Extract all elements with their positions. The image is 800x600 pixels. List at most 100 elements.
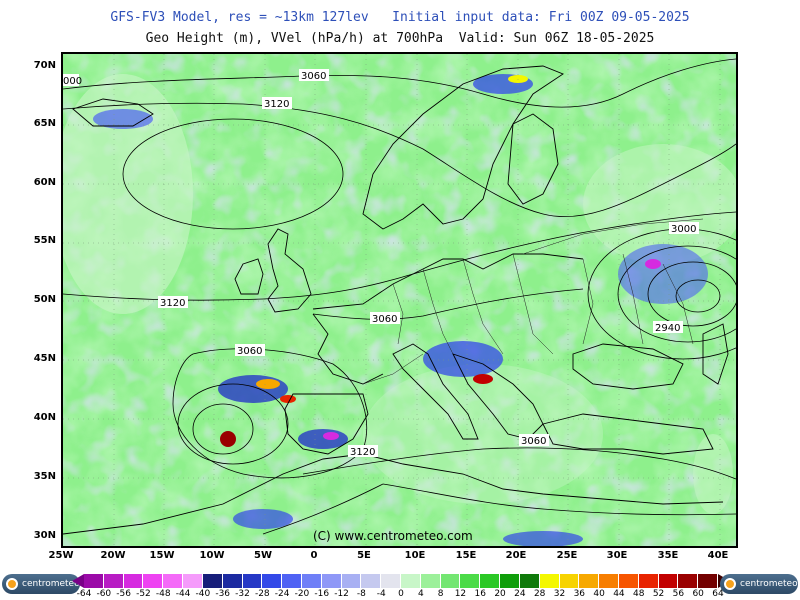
colorbar-label: -32 (235, 589, 250, 599)
colorbar-swatch (282, 574, 302, 588)
contour-label: 3120 (160, 298, 185, 309)
border (362, 353, 424, 385)
field-region (63, 74, 193, 314)
hotspot (93, 109, 153, 129)
contour-label: 3060 (372, 314, 397, 325)
lat-label: 35N (33, 471, 56, 482)
colorbar-swatch (440, 574, 461, 588)
map-svg: 3060 3120 3000 3120 3060 2940 3060 3060 … (63, 54, 736, 546)
coastline-british-isles (267, 228, 312, 313)
colorbar-swatch (321, 574, 342, 588)
lat-label: 40N (33, 412, 56, 423)
colorbar-swatch (163, 574, 184, 588)
field-region (363, 364, 603, 504)
contour-label-bg (262, 97, 292, 109)
coastline-iberia (284, 393, 369, 455)
colorbar-label: 40 (593, 589, 605, 599)
colorbar-swatch (500, 574, 520, 588)
contour-label-bg (370, 312, 400, 324)
centrometeo-logo-left[interactable]: centrometeo (2, 574, 80, 594)
hotspot (233, 509, 293, 529)
lon-label: 15E (455, 550, 477, 561)
colorbar-swatch (658, 574, 679, 588)
colorbar-swatch (183, 574, 203, 588)
colorbar-label: 44 (613, 589, 625, 599)
colorbar-swatch (103, 574, 124, 588)
logo-text: centrometeo (22, 579, 80, 589)
colorbar-label: -12 (334, 589, 349, 599)
colorbar-swatch (519, 574, 540, 588)
lon-label: 30E (606, 550, 628, 561)
colorbar-label: -40 (195, 589, 211, 599)
border (512, 253, 554, 355)
hotspot (423, 341, 503, 377)
borders (362, 218, 704, 385)
colorbar-label: 52 (652, 589, 665, 599)
hotspot (618, 244, 708, 304)
lon-label: 0 (310, 550, 318, 561)
colorbar-swatch (678, 574, 699, 588)
colorbar-label: 0 (398, 589, 404, 599)
colorbar-labels: -64 -60 -56 -52 -48 -44 -40 -36 -32 -28 -24 -20 -16-… (77, 589, 724, 600)
lon-label: 20E (505, 550, 527, 561)
colorbar-swatch (460, 574, 481, 588)
border (662, 263, 694, 345)
lon-label: 5W (254, 550, 272, 561)
coastline-france (312, 313, 384, 385)
centrometeo-logo-right[interactable]: centrometeo (720, 574, 798, 594)
colorbar-label: 4 (417, 589, 424, 599)
weather-map: 3060 3120 3000 3120 3060 2940 3060 3060 … (61, 52, 738, 548)
coastline-finland (507, 113, 559, 205)
contour-label-bg (653, 321, 683, 333)
contour-low-inner (177, 383, 289, 465)
colorbar-swatch (143, 574, 164, 588)
coastline-black-sea (572, 343, 684, 390)
contour-labels: 3060 3120 3000 3120 3060 2940 3060 3060 … (63, 69, 699, 458)
colorbar-label: -64 (76, 589, 92, 599)
coastline-turkey (542, 413, 714, 455)
lon-label: 35E (657, 550, 679, 561)
contour-label: 3060 (237, 346, 262, 357)
border (522, 218, 704, 255)
contour-3120-north (63, 102, 736, 218)
colorbar-swatch (618, 574, 639, 588)
colorbar-swatch (480, 574, 501, 588)
contour-low-core (192, 403, 254, 455)
coastline-north-africa (63, 453, 724, 535)
lat-label: 55N (33, 235, 56, 246)
contour-3060-mid (312, 288, 584, 320)
border (622, 253, 644, 345)
colorbar-label: -36 (215, 589, 231, 599)
colorbar-swatch (381, 574, 401, 588)
colorbar-swatch (84, 574, 104, 588)
colorbar-label: 60 (692, 589, 704, 599)
header-line-2: Geo Height (m), VVel (hPa/h) at 700hPa V… (145, 31, 655, 46)
coastline-europe-west (312, 253, 584, 310)
contour-label-bg (669, 222, 699, 234)
lon-label: 40E (707, 550, 729, 561)
contour-3120-south (262, 483, 736, 535)
contour-label: 2940 (655, 323, 680, 334)
colorbar-label: 48 (633, 589, 645, 599)
contour-3060-south (302, 447, 736, 480)
coastline-caspian (702, 323, 729, 385)
colorbar-label: 64 (712, 589, 724, 599)
contour-label-bg (299, 69, 329, 81)
contour-3060-north (63, 58, 736, 108)
colorbar-label: 12 (454, 589, 467, 599)
colorbar-label: 32 (553, 589, 566, 599)
border (422, 268, 454, 355)
colorbar-swatch (242, 574, 263, 588)
lon-label: 20W (100, 550, 126, 561)
colorbar-label: 16 (474, 589, 486, 599)
colorbar-swatch (301, 574, 322, 588)
coastlines (63, 65, 729, 535)
height-contours (63, 58, 736, 535)
hotspot (323, 432, 339, 440)
colorbar-swatch (420, 574, 441, 588)
coastline-iceland (72, 98, 154, 127)
colorbar-label: -28 (254, 589, 270, 599)
hotspot (645, 259, 661, 269)
lon-label: 15W (149, 550, 175, 561)
lat-label: 45N (33, 353, 56, 364)
